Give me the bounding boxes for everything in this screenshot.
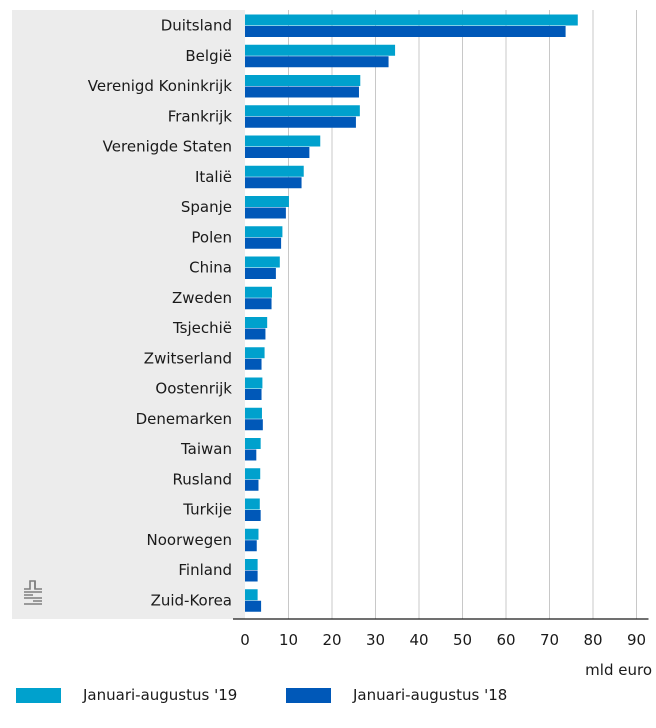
bar-spanje-2018 [245, 207, 286, 219]
x-tick-label: 70 [540, 631, 559, 649]
category-labels: Duitsland België Verenigd Koninkrijk Frankr… [88, 17, 233, 610]
bar-zwitserland-2018 [245, 358, 262, 370]
category-label-rusland: Rusland [173, 470, 232, 488]
bar-noorwegen-2019 [245, 528, 259, 540]
bar-turkije-2018 [245, 510, 261, 521]
x-axis-label: mld euro [585, 661, 652, 679]
bar-duitsland-2019 [245, 14, 578, 26]
bar-finland-2019 [245, 559, 258, 570]
category-label-finland: Finland [178, 561, 232, 579]
x-tick-label: 50 [453, 631, 472, 649]
bar-oostenrijk-2019 [245, 377, 263, 389]
bar-zuid-korea-2019 [245, 589, 258, 601]
category-label-verenigde-staten: Verenigde Staten [103, 138, 232, 156]
legend-label-2019: Januari-augustus '19 [83, 686, 238, 704]
bar-oostenrijk-2018 [245, 389, 262, 400]
bar-italie-2019 [245, 165, 304, 177]
bar-tsjechie-2018 [245, 328, 266, 340]
gridlines [288, 10, 637, 619]
bar-spanje-2019 [245, 196, 289, 207]
category-label-polen: Polen [191, 228, 232, 246]
legend-swatch-2018 [286, 687, 331, 703]
bar-turkije-2019 [245, 498, 260, 510]
category-label-panel [12, 10, 245, 619]
x-tick-label: 80 [583, 631, 602, 649]
category-label-taiwan: Taiwan [180, 440, 232, 458]
category-label-china: China [189, 259, 232, 277]
bar-frankrijk-2019 [245, 105, 360, 117]
x-tick-label: 40 [409, 631, 428, 649]
bar-china-2019 [245, 256, 280, 268]
legend-label-2018: Januari-augustus '18 [353, 686, 508, 704]
x-tick-label: 20 [322, 631, 341, 649]
x-tick-label: 10 [279, 631, 298, 649]
category-label-italie: Italië [195, 168, 232, 186]
bar-duitsland-2018 [245, 26, 566, 37]
legend-item-2019: Januari-augustus '19 [16, 680, 237, 710]
category-label-zwitserland: Zwitserland [144, 349, 232, 367]
category-label-oostenrijk: Oostenrijk [155, 380, 232, 398]
bar-zweden-2019 [245, 286, 272, 298]
category-label-denemarken: Denemarken [136, 410, 232, 428]
category-label-zweden: Zweden [172, 289, 232, 307]
bar-polen-2018 [245, 237, 282, 249]
category-label-belgie: België [185, 47, 232, 65]
bar-noorwegen-2018 [245, 540, 257, 552]
category-label-tsjechie: Tsjechië [172, 319, 232, 337]
bar-rusland-2018 [245, 479, 259, 491]
category-label-spanje: Spanje [181, 198, 232, 216]
x-tick-label: 30 [366, 631, 385, 649]
bar-zuid-korea-2018 [245, 600, 262, 612]
category-label-noorwegen: Noorwegen [147, 531, 233, 549]
bar-rusland-2019 [245, 468, 261, 480]
bar-verenigde-staten-2018 [245, 147, 310, 158]
bar-frankrijk-2018 [245, 116, 356, 128]
bar-finland-2018 [245, 570, 258, 582]
bar-zweden-2018 [245, 298, 272, 310]
bar-polen-2019 [245, 226, 283, 238]
bar-chart: Duitsland België Verenigd Koninkrijk Frankr… [12, 10, 652, 679]
bar-belgie-2018 [245, 56, 389, 68]
bar-zwitserland-2019 [245, 347, 265, 359]
bar-china-2018 [245, 268, 276, 279]
bar-verenigde-staten-2019 [245, 135, 321, 147]
legend-item-2018: Januari-augustus '18 [286, 680, 507, 710]
bar-belgie-2019 [245, 44, 396, 56]
legend: Januari-augustus '19 Januari-augustus '1… [0, 680, 656, 710]
bar-denemarken-2018 [245, 419, 263, 431]
bar-tsjechie-2019 [245, 317, 268, 328]
legend-swatch-2019 [16, 687, 61, 703]
x-tick-label: 90 [627, 631, 646, 649]
category-label-turkije: Turkije [182, 501, 232, 519]
bar-taiwan-2018 [245, 449, 257, 461]
x-tick-label: 0 [240, 631, 250, 649]
bar-italie-2018 [245, 177, 302, 189]
category-label-frankrijk: Frankrijk [168, 107, 233, 125]
category-label-zuid-korea: Zuid-Korea [151, 591, 232, 609]
x-tick-label: 60 [496, 631, 515, 649]
category-label-duitsland: Duitsland [161, 17, 232, 35]
bar-verenigd-koninkrijk-2019 [245, 75, 361, 86]
x-axis-ticks: 0 10 20 30 40 50 60 70 80 90 [240, 631, 646, 649]
bars [245, 14, 578, 612]
bar-taiwan-2019 [245, 438, 261, 449]
cbs-logo-icon [24, 580, 42, 605]
bar-denemarken-2019 [245, 407, 262, 419]
category-label-verenigd-koninkrijk: Verenigd Koninkrijk [88, 77, 233, 95]
bar-verenigd-koninkrijk-2018 [245, 86, 359, 98]
